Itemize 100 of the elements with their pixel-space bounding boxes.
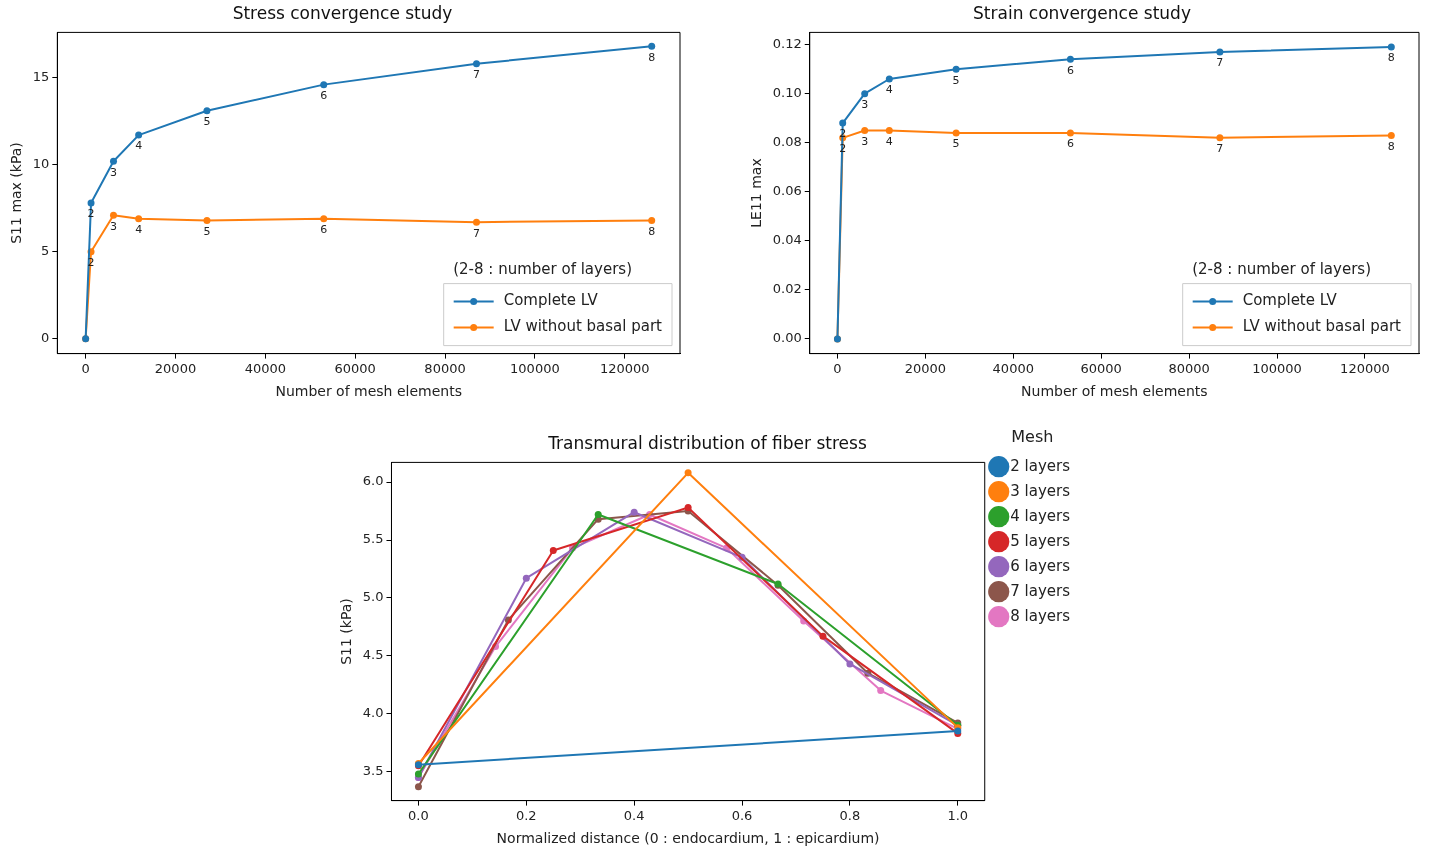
- legend-label: 4 layers: [1010, 506, 1071, 525]
- x-tick-label: 0.4: [623, 807, 645, 823]
- point: [472, 218, 480, 226]
- y-axis-title: LE11 max: [748, 158, 765, 228]
- annotation: 5: [203, 224, 211, 238]
- y-tick-label: 0.06: [772, 183, 802, 199]
- x-tick-label: 100000: [1252, 360, 1302, 376]
- legend-label: 3 layers: [1010, 481, 1071, 500]
- point: [549, 546, 557, 554]
- point: [1216, 134, 1224, 142]
- y-tick-label: 0.02: [772, 281, 802, 297]
- annotation: 3: [861, 98, 869, 112]
- point: [522, 574, 530, 582]
- legend-label: 7 layers: [1010, 581, 1071, 600]
- annotation: 5: [952, 137, 960, 151]
- point: [1387, 43, 1395, 51]
- annotation: 7: [1216, 142, 1224, 156]
- legend-label: 8 layers: [1010, 606, 1071, 625]
- annotation: 6: [320, 88, 328, 102]
- point: [648, 216, 656, 224]
- point: [1066, 129, 1074, 137]
- point: [320, 215, 328, 223]
- x-tick-label: 0.2: [515, 807, 537, 823]
- x-tick-label: 0.0: [408, 807, 429, 823]
- x-axis-title: Number of mesh elements: [275, 383, 462, 400]
- x-tick-label: 100000: [510, 360, 560, 376]
- point: [320, 81, 328, 89]
- point: [87, 199, 95, 207]
- x-axis-title: Normalized distance (0 : endocardium, 1 : epicardium): [496, 830, 880, 847]
- annotation: (2-8 : number of layers): [453, 259, 632, 278]
- legend-label: Complete LV: [1242, 291, 1338, 310]
- annotation: 6: [1066, 137, 1074, 151]
- annotation: 2: [839, 127, 847, 141]
- y-tick-label: 0.04: [772, 232, 802, 248]
- point: [648, 42, 656, 50]
- point: [684, 469, 692, 477]
- y-tick-label: 6.0: [362, 473, 384, 489]
- x-tick-label: 80000: [1168, 360, 1210, 376]
- point: [839, 119, 847, 127]
- x-tick-label: 60000: [334, 360, 376, 376]
- annotation: 5: [952, 73, 960, 87]
- point: [414, 783, 422, 791]
- point: [885, 75, 893, 83]
- annotation: 2: [87, 256, 95, 270]
- annotation: 3: [110, 165, 117, 179]
- y-tick-label: 0.12: [772, 36, 802, 52]
- point: [952, 129, 960, 137]
- annotation: 3: [110, 219, 117, 233]
- legend-label: LV without basal part: [503, 317, 663, 336]
- y-axis-title: S11 (kPa): [338, 598, 355, 665]
- annotation: 5: [203, 115, 211, 129]
- annotation: 4: [885, 83, 893, 97]
- x-tick-label: 40000: [992, 360, 1034, 376]
- annotation: 8: [1387, 139, 1395, 153]
- legend-label: 2 layers: [1010, 456, 1071, 475]
- y-tick-label: 5.5: [362, 531, 384, 547]
- point: [135, 215, 143, 223]
- legend-label: 5 layers: [1010, 531, 1071, 550]
- y-tick-label: 0.08: [772, 134, 802, 150]
- point: [110, 157, 117, 165]
- x-tick-label: 40000: [244, 360, 287, 376]
- y-tick-label: 3.5: [362, 763, 384, 779]
- point: [885, 126, 893, 134]
- x-tick-label: 1.0: [947, 807, 969, 823]
- annotation: 4: [135, 223, 143, 237]
- annotation: 4: [885, 134, 893, 148]
- annotation: 8: [648, 224, 656, 238]
- y-tick-label: 10: [32, 156, 50, 172]
- point: [203, 216, 211, 224]
- point: [819, 632, 827, 640]
- y-tick-label: 0.10: [772, 85, 802, 101]
- x-tick-label: 120000: [1340, 360, 1390, 376]
- point: [110, 211, 117, 219]
- x-tick-label: 20000: [904, 360, 947, 376]
- annotation: 7: [472, 68, 480, 82]
- x-tick-label: 80000: [424, 360, 466, 376]
- point: [472, 60, 480, 68]
- chart-title: Transmural distribution of fiber stress: [547, 432, 867, 453]
- annotation: 6: [1066, 63, 1074, 77]
- annotation: (2-8 : number of layers): [1192, 259, 1371, 278]
- y-tick-label: 0: [41, 330, 50, 346]
- y-tick-label: 5.0: [362, 589, 384, 605]
- point: [630, 508, 638, 516]
- x-tick-label: 120000: [599, 360, 650, 376]
- point: [1387, 131, 1395, 139]
- y-tick-label: 15: [32, 69, 50, 85]
- point: [846, 660, 854, 668]
- chart-title: Stress convergence study: [232, 2, 453, 23]
- point: [952, 65, 960, 73]
- legend-title: Mesh: [1011, 427, 1054, 447]
- point: [1216, 48, 1224, 56]
- annotation: 8: [1387, 51, 1395, 65]
- annotation: 6: [320, 223, 328, 237]
- y-axis-title: S11 max (kPa): [8, 142, 25, 244]
- annotation: 2: [839, 142, 847, 156]
- annotation: 7: [1216, 56, 1224, 70]
- y-tick-label: 4.0: [362, 705, 384, 721]
- point: [1066, 55, 1074, 63]
- x-tick-label: 60000: [1080, 360, 1122, 376]
- point: [861, 126, 869, 134]
